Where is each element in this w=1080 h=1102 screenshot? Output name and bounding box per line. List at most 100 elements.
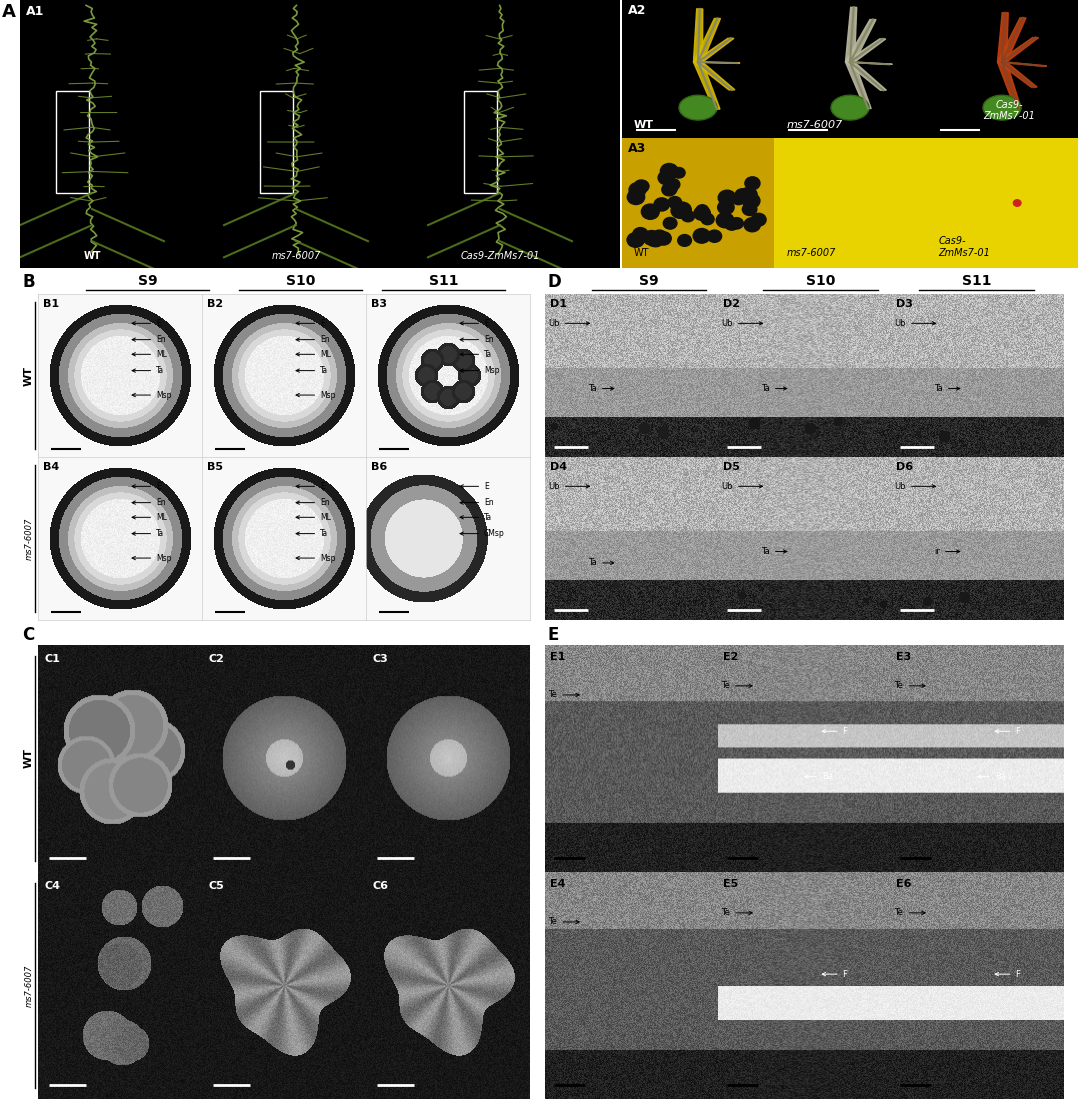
Text: Te: Te <box>549 691 579 700</box>
Text: Ta: Ta <box>589 383 613 393</box>
Text: E3: E3 <box>896 651 912 662</box>
Circle shape <box>658 171 674 185</box>
Text: C5: C5 <box>208 882 225 892</box>
Circle shape <box>752 214 766 226</box>
Text: ms7-6007: ms7-6007 <box>786 248 836 258</box>
Text: C: C <box>23 626 35 644</box>
Polygon shape <box>693 9 703 62</box>
Text: ir: ir <box>934 547 960 557</box>
Text: S9: S9 <box>137 273 158 288</box>
Circle shape <box>636 181 649 192</box>
Ellipse shape <box>831 95 869 120</box>
Bar <box>464 91 497 193</box>
Circle shape <box>661 168 676 181</box>
Text: ms7-6007: ms7-6007 <box>25 964 33 1007</box>
Text: S10: S10 <box>806 273 835 288</box>
Text: WT: WT <box>634 248 650 258</box>
Ellipse shape <box>983 95 1021 120</box>
Circle shape <box>742 193 760 208</box>
Text: Te: Te <box>549 918 579 927</box>
Text: B1: B1 <box>43 299 59 309</box>
Text: ML: ML <box>296 512 330 522</box>
Text: Te: Te <box>894 681 926 690</box>
Circle shape <box>735 188 750 201</box>
Text: C4: C4 <box>44 882 60 892</box>
Circle shape <box>627 233 645 247</box>
Circle shape <box>707 230 721 242</box>
Text: E: E <box>296 318 325 327</box>
Text: Msp: Msp <box>132 390 172 400</box>
Circle shape <box>693 228 711 244</box>
Polygon shape <box>846 62 887 90</box>
Text: Ub: Ub <box>894 482 935 490</box>
Text: S9: S9 <box>639 273 659 288</box>
Text: ML: ML <box>132 349 167 359</box>
Circle shape <box>664 183 677 194</box>
Text: En: En <box>296 498 329 507</box>
Text: Cas9-
ZmMs7-01: Cas9- ZmMs7-01 <box>939 236 990 258</box>
Circle shape <box>671 203 689 218</box>
Text: CMsp: CMsp <box>460 529 504 538</box>
Circle shape <box>745 176 760 190</box>
Text: Ub: Ub <box>549 318 590 327</box>
Circle shape <box>634 180 649 193</box>
Circle shape <box>642 204 659 219</box>
Text: E: E <box>548 626 559 644</box>
Text: WT: WT <box>634 120 654 130</box>
Polygon shape <box>846 20 876 62</box>
Text: B3: B3 <box>370 299 387 309</box>
Circle shape <box>718 201 734 215</box>
Circle shape <box>669 196 681 208</box>
Circle shape <box>627 190 645 205</box>
Text: C3: C3 <box>373 655 389 665</box>
Circle shape <box>673 168 685 179</box>
Text: Ta: Ta <box>589 559 613 568</box>
Polygon shape <box>693 39 734 62</box>
Text: D6: D6 <box>896 462 914 472</box>
Text: Ba: Ba <box>805 773 833 781</box>
Circle shape <box>649 235 663 247</box>
Text: D: D <box>548 273 562 291</box>
Text: E: E <box>132 318 161 327</box>
Text: Ta: Ta <box>296 366 328 375</box>
Circle shape <box>629 183 646 197</box>
Text: B: B <box>23 273 36 291</box>
Text: Msp: Msp <box>296 390 336 400</box>
Text: ms7-6007: ms7-6007 <box>786 120 842 130</box>
Text: S11: S11 <box>429 273 458 288</box>
Text: D5: D5 <box>724 462 740 472</box>
Text: Msp: Msp <box>132 553 172 562</box>
Text: Cas9-ZmMs7-01: Cas9-ZmMs7-01 <box>460 251 540 261</box>
Text: E: E <box>132 482 161 490</box>
Text: Ta: Ta <box>460 349 492 359</box>
Text: En: En <box>132 335 165 344</box>
Text: Msp: Msp <box>296 553 336 562</box>
Text: Te: Te <box>894 908 926 917</box>
Text: Ta: Ta <box>761 547 787 557</box>
Ellipse shape <box>679 95 717 120</box>
Text: D4: D4 <box>550 462 567 472</box>
Polygon shape <box>998 62 1022 108</box>
Text: Ta: Ta <box>934 383 960 393</box>
Text: ML: ML <box>296 349 330 359</box>
Circle shape <box>678 235 691 247</box>
Circle shape <box>662 183 676 196</box>
Circle shape <box>654 198 670 210</box>
Text: Ub: Ub <box>721 318 762 327</box>
Text: F: F <box>822 970 848 979</box>
Polygon shape <box>693 62 735 90</box>
Text: ML: ML <box>132 512 167 522</box>
Text: A: A <box>2 3 16 21</box>
Text: E4: E4 <box>550 878 566 889</box>
Polygon shape <box>693 19 720 62</box>
Text: Ub: Ub <box>721 482 762 490</box>
Circle shape <box>659 171 674 183</box>
Text: Ub: Ub <box>894 318 935 327</box>
Circle shape <box>651 230 667 244</box>
Text: WT: WT <box>24 366 33 386</box>
Polygon shape <box>846 8 856 62</box>
Text: Msp: Msp <box>460 366 500 375</box>
Circle shape <box>633 228 648 240</box>
Polygon shape <box>846 62 892 64</box>
Text: ms7-6007: ms7-6007 <box>271 251 321 261</box>
